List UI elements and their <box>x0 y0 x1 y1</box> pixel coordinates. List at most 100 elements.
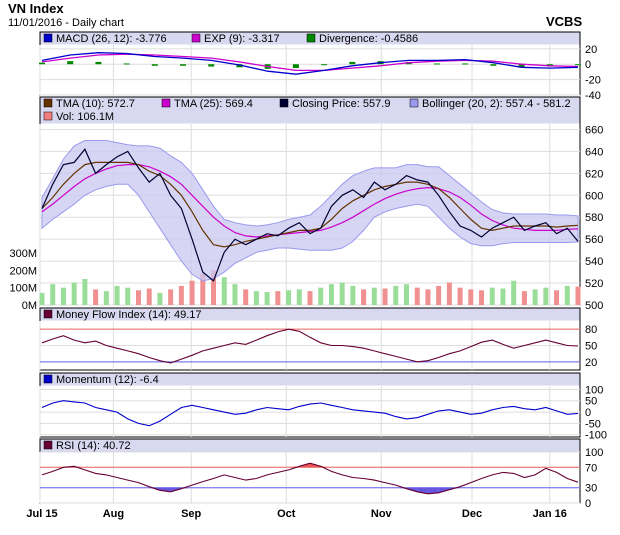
x-label-1: Aug <box>103 508 124 520</box>
volume-bar <box>468 289 474 305</box>
macd-divergence-bar <box>67 61 74 65</box>
macd-ytick-3: -40 <box>585 90 601 102</box>
price-ytick-0: 500 <box>585 300 603 312</box>
volume-bar <box>286 290 292 305</box>
volume-bar <box>543 287 549 305</box>
rsi-legend-bg <box>40 439 580 452</box>
x-label-0: Jul 15 <box>26 508 57 520</box>
momentum-ytick-1: 50 <box>585 396 597 408</box>
macd-legend-swatch-2 <box>306 33 316 43</box>
momentum-ytick-4: -100 <box>585 430 607 442</box>
price-legend-bg <box>40 97 580 124</box>
price-ytick-1: 520 <box>585 278 603 290</box>
volume-bar <box>50 284 56 305</box>
volume-bar <box>125 287 131 305</box>
macd-divergence-bar <box>39 62 45 65</box>
price-ytick-4: 580 <box>585 212 603 224</box>
momentum-ytick-0: 100 <box>585 384 603 396</box>
volume-bar <box>457 287 463 305</box>
rsi-ytick-3: 0 <box>585 498 591 510</box>
volume-bar <box>350 285 356 305</box>
x-label-5: Dec <box>462 508 482 520</box>
price-vol-legend-swatch-0 <box>43 111 53 121</box>
volume-bar <box>82 279 88 305</box>
volume-bar <box>103 291 109 305</box>
macd-divergence-bar <box>123 63 130 65</box>
volume-bar <box>554 290 560 305</box>
tma10-line <box>41 161 579 248</box>
macd-divergence-bar <box>462 63 469 65</box>
rsi-ytick-1: 70 <box>585 462 597 474</box>
macd-divergence-bar <box>349 61 356 65</box>
volume-bar <box>200 273 206 305</box>
mfi-ytick-0: 80 <box>585 324 597 336</box>
volume-bar <box>414 287 420 305</box>
macd-divergence-bar <box>236 64 243 68</box>
price-ytick-7: 640 <box>585 146 603 158</box>
rsi-oversold-fill <box>417 487 428 494</box>
x-label-4: Nov <box>371 508 393 520</box>
macd-divergence-bar <box>292 64 299 69</box>
volume-tick-0: 0M <box>22 300 37 312</box>
mfi-ytick-2: 20 <box>585 357 597 369</box>
volume-bar <box>146 288 152 305</box>
rsi-legend-label-0: RSI (14): 40.72 <box>56 440 131 452</box>
volume-bar <box>446 282 452 305</box>
macd-divergence-bar <box>490 64 497 66</box>
volume-bar <box>564 285 570 305</box>
momentum-ytick-2: 0 <box>585 407 591 419</box>
volume-bar <box>189 280 195 305</box>
price-legend-swatch-3 <box>409 98 419 108</box>
chart-subtitle: 11/01/2016 - Daily chart <box>8 17 124 29</box>
momentum-line <box>41 400 579 427</box>
volume-bar <box>403 284 409 305</box>
price-legend-swatch-2 <box>279 98 289 108</box>
volume-bar <box>232 284 238 305</box>
volume-bar <box>318 287 324 305</box>
macd-ytick-0: 20 <box>585 44 597 56</box>
momentum-legend-bg <box>40 373 580 386</box>
macd-divergence-bar <box>208 64 215 67</box>
x-axis: Jul 15 Aug Sep Oct Nov Dec Jan 16 <box>26 508 566 520</box>
macd-divergence-bar <box>321 64 328 66</box>
macd-divergence-bar <box>433 63 440 65</box>
macd-legend-swatch-0 <box>43 33 53 43</box>
macd-legend-label-2: Divergence: -0.4586 <box>319 33 418 45</box>
volume-tick-1: 100M <box>9 283 37 295</box>
mfi-line <box>41 328 579 364</box>
macd-divergence-bar <box>151 64 158 66</box>
macd-line <box>41 52 579 75</box>
price-ytick-6: 620 <box>585 168 603 180</box>
rsi-panel: 100 70 30 0 RSI (14): 40.72 <box>39 438 603 510</box>
volume-bar <box>532 289 538 305</box>
volume-bar <box>178 285 184 305</box>
price-legend-label-0: TMA (10): 572.7 <box>56 98 135 110</box>
volume-bar <box>479 290 485 305</box>
price-legend-label-3: Bollinger (20, 2): 557.4 - 581.2 <box>422 98 571 110</box>
rsi-ytick-0: 100 <box>585 447 603 459</box>
momentum-legend-label-0: Momentum (12): -6.4 <box>56 374 159 386</box>
volume-bar <box>243 289 249 305</box>
volume-bar <box>253 291 259 305</box>
volume-bar <box>114 285 120 305</box>
x-label-6: Jan 16 <box>533 508 567 520</box>
tma25-line <box>41 164 579 238</box>
macd-ytick-2: -20 <box>585 75 601 87</box>
mfi-panel: 80 50 20 Money Flow Index (14): 49.17 <box>39 307 597 371</box>
volume-tick-2: 200M <box>9 265 37 277</box>
price-ytick-5: 600 <box>585 190 603 202</box>
volume-bar <box>71 282 77 305</box>
volume-bar <box>211 270 217 305</box>
price-ytick-3: 560 <box>585 234 603 246</box>
rsi-oversold-fill <box>427 487 439 494</box>
volume-bar <box>382 288 388 305</box>
price-vol-legend-label-0: Vol: 106.1M <box>56 111 114 123</box>
volume-bar <box>275 291 281 305</box>
volume-bar <box>436 285 442 305</box>
volume-bar <box>489 287 495 305</box>
chart-title: VN Index <box>8 1 64 16</box>
macd-divergence-bar <box>180 64 187 66</box>
volume-bar <box>307 291 313 305</box>
volume-bar <box>511 280 517 305</box>
